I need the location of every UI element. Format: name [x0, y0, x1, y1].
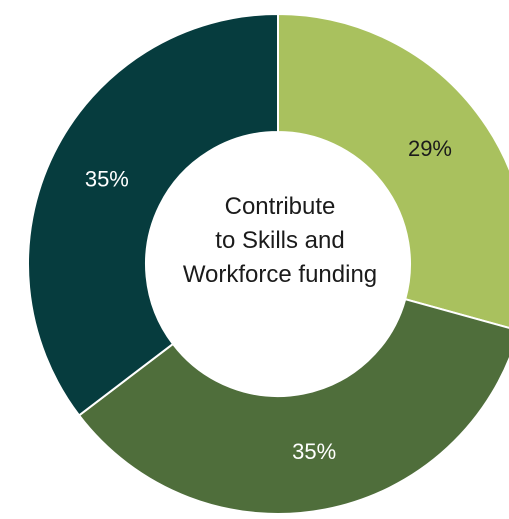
slice-label-1: 29% — [408, 136, 452, 161]
center-label-line-1: Contribute — [224, 193, 336, 220]
center-label-line-3: Workforce funding — [182, 261, 378, 288]
center-label-line-2: to Skills and — [215, 227, 345, 254]
donut-slice-2 — [77, 297, 509, 515]
slice-label-2: 35% — [292, 439, 336, 464]
slice-label-3: 35% — [85, 167, 129, 192]
center-label: Contribute to Skills and Workforce fundi… — [140, 190, 420, 292]
donut-slice-1 — [277, 12, 509, 329]
donut-slice-3 — [27, 12, 279, 417]
